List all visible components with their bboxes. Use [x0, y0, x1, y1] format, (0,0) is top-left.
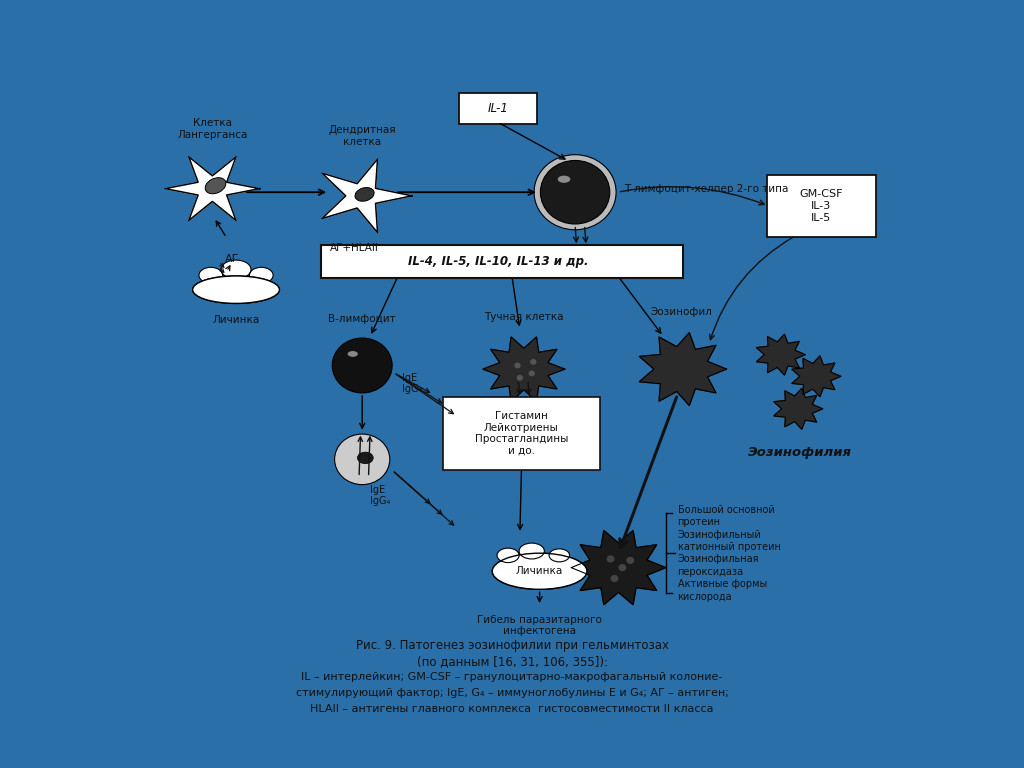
- Polygon shape: [322, 159, 412, 233]
- Text: АГ+HLAII: АГ+HLAII: [330, 243, 379, 253]
- Text: Дендритная
клетка: Дендритная клетка: [329, 125, 396, 147]
- Text: IgE
IgG₄: IgE IgG₄: [401, 372, 422, 394]
- Circle shape: [535, 154, 616, 230]
- Circle shape: [610, 574, 618, 582]
- FancyBboxPatch shape: [443, 396, 600, 470]
- Circle shape: [541, 161, 609, 224]
- Ellipse shape: [493, 553, 587, 589]
- Circle shape: [517, 375, 523, 381]
- Ellipse shape: [199, 267, 222, 283]
- Ellipse shape: [347, 351, 357, 357]
- Circle shape: [335, 434, 390, 485]
- Ellipse shape: [193, 276, 280, 303]
- Text: Личинка: Личинка: [516, 566, 563, 576]
- Circle shape: [530, 359, 537, 365]
- Text: АГ: АГ: [225, 254, 240, 264]
- Polygon shape: [639, 333, 726, 406]
- Text: стимулирующий фактор; IgE, G₄ – иммуноглобулины Е и G₄; АГ – антиген;: стимулирующий фактор; IgE, G₄ – иммуногл…: [296, 688, 728, 698]
- Ellipse shape: [519, 543, 545, 559]
- Text: Гистамин
Лейкотриены
Простагландины
и до.: Гистамин Лейкотриены Простагландины и до…: [475, 411, 568, 455]
- Text: Т-лимфоцит-хелпер 2-го типа: Т-лимфоцит-хелпер 2-го типа: [624, 184, 788, 194]
- Text: Личинка: Личинка: [212, 315, 260, 325]
- Ellipse shape: [355, 187, 374, 201]
- Ellipse shape: [250, 267, 273, 283]
- Text: В-лимфоцит: В-лимфоцит: [329, 313, 396, 323]
- Polygon shape: [483, 337, 565, 401]
- Text: Тучная клетка: Тучная клетка: [484, 312, 563, 323]
- Ellipse shape: [357, 452, 373, 464]
- Text: Большой основной
протеин
Эозинофильный
катионный протеин
Эозинофильная
пероксида: Большой основной протеин Эозинофильный к…: [678, 505, 780, 601]
- Ellipse shape: [493, 553, 587, 589]
- Ellipse shape: [193, 276, 280, 303]
- Text: Гибель паразитарного
инфектогена: Гибель паразитарного инфектогена: [477, 614, 602, 636]
- FancyBboxPatch shape: [767, 175, 877, 237]
- Circle shape: [332, 338, 392, 393]
- Text: Эозинофил: Эозинофил: [650, 307, 713, 317]
- Text: (по данным [16, 31, 106, 355]):: (по данным [16, 31, 106, 355]):: [417, 655, 607, 668]
- Text: GM-CSF
IL-3
IL-5: GM-CSF IL-3 IL-5: [800, 190, 843, 223]
- Ellipse shape: [558, 176, 570, 183]
- Text: HLAII – антигены главного комплекса  гистосовместимости II класса: HLAII – антигены главного комплекса гист…: [310, 704, 714, 714]
- FancyBboxPatch shape: [459, 94, 538, 124]
- Polygon shape: [792, 356, 841, 397]
- Text: IL-4, IL-5, IL-10, IL-13 и др.: IL-4, IL-5, IL-10, IL-13 и др.: [408, 255, 588, 268]
- Text: Рис. 9. Патогенез эозинофилии при гельминтозах: Рис. 9. Патогенез эозинофилии при гельми…: [355, 639, 669, 652]
- Text: IL – интерлейкин; GM-CSF – гранулоцитарно-макрофагальный колоние-: IL – интерлейкин; GM-CSF – гранулоцитарн…: [301, 672, 723, 682]
- Circle shape: [627, 557, 634, 564]
- Ellipse shape: [221, 260, 251, 279]
- Text: Эозинофилия: Эозинофилия: [748, 445, 852, 458]
- Polygon shape: [571, 531, 666, 604]
- Ellipse shape: [549, 549, 569, 562]
- Circle shape: [606, 555, 614, 563]
- Text: IgE
IgG₄: IgE IgG₄: [370, 485, 390, 506]
- Ellipse shape: [205, 177, 226, 194]
- FancyBboxPatch shape: [322, 245, 683, 278]
- Polygon shape: [757, 334, 805, 375]
- Ellipse shape: [497, 548, 519, 563]
- Polygon shape: [165, 157, 260, 220]
- Circle shape: [618, 564, 627, 571]
- Text: Клетка
Лангерганса: Клетка Лангерганса: [177, 118, 248, 140]
- Polygon shape: [774, 389, 822, 429]
- Text: IL-1: IL-1: [487, 102, 508, 115]
- Circle shape: [514, 362, 520, 369]
- Circle shape: [528, 370, 535, 376]
